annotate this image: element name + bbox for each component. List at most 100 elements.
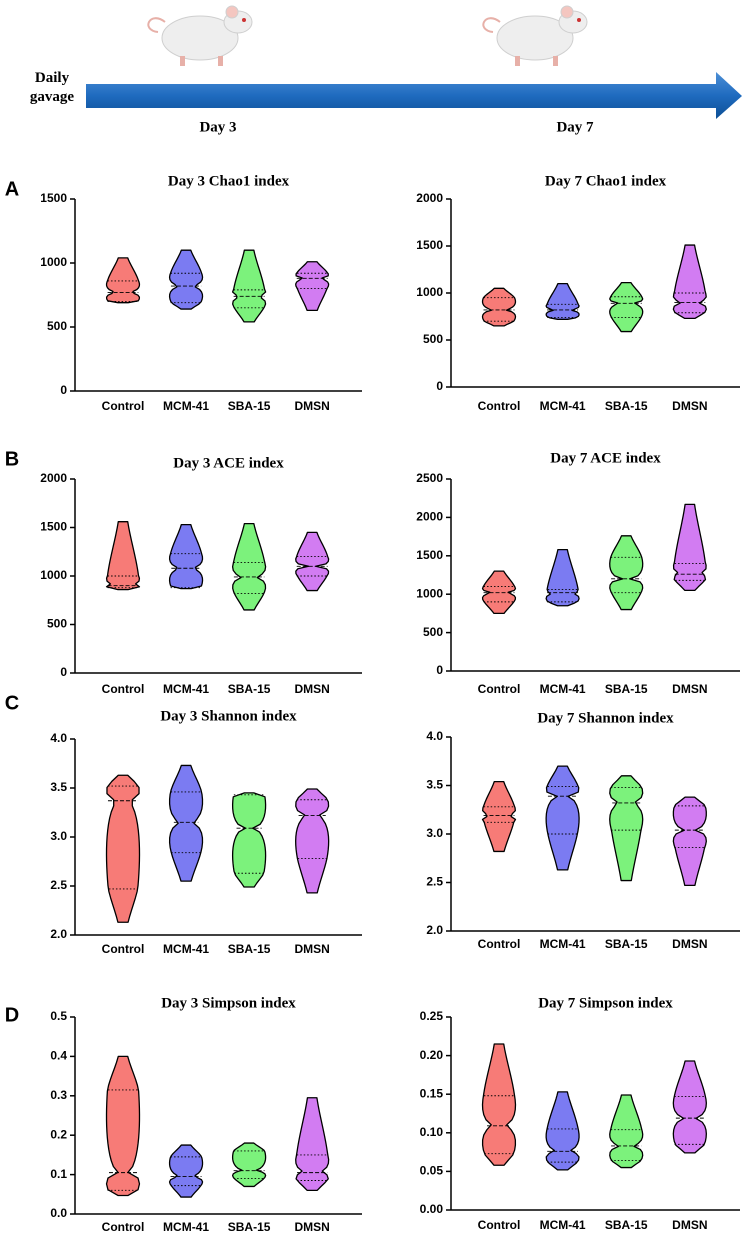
x-tick-label: Control <box>478 399 521 413</box>
violin <box>105 521 141 591</box>
x-tick-label: DMSN <box>672 1218 707 1232</box>
y-tick-label: 1000 <box>416 586 443 600</box>
y-tick-label: 1000 <box>416 285 443 299</box>
y-tick-label: 2000 <box>416 510 443 524</box>
x-tick-label: DMSN <box>294 399 329 413</box>
chart-title: Day 3 Shannon index <box>160 708 297 724</box>
violin <box>168 764 204 882</box>
y-tick-label: 2000 <box>416 191 443 205</box>
x-tick-label: Control <box>102 399 145 413</box>
chart-title: Day 7 Simpson index <box>538 995 673 1011</box>
x-tick-label: MCM-41 <box>163 682 209 696</box>
violin <box>672 1060 707 1154</box>
violin <box>481 287 517 327</box>
violin <box>168 1144 204 1198</box>
x-tick-label: SBA-15 <box>605 682 648 696</box>
violin <box>481 780 517 853</box>
violin <box>672 503 707 592</box>
y-tick-label: 2.5 <box>426 875 443 889</box>
violin <box>231 792 267 888</box>
y-tick-label: 500 <box>47 617 67 631</box>
y-tick-label: 1500 <box>40 520 67 534</box>
y-tick-label: 1000 <box>40 255 67 269</box>
violin <box>105 1055 141 1197</box>
violin <box>609 282 644 333</box>
y-tick-label: 0.00 <box>420 1202 444 1216</box>
x-tick-label: DMSN <box>672 399 707 413</box>
y-tick-label: 0.1 <box>50 1167 67 1181</box>
y-tick-label: 0.10 <box>420 1125 444 1139</box>
y-tick-label: 3.5 <box>426 778 443 792</box>
y-tick-label: 0.20 <box>420 1048 444 1062</box>
y-tick-label: 0 <box>436 663 443 677</box>
y-tick-label: 2.5 <box>50 878 67 892</box>
x-tick-label: SBA-15 <box>228 399 271 413</box>
y-tick-label: 1000 <box>40 568 67 582</box>
y-tick-label: 500 <box>423 332 443 346</box>
x-tick-label: MCM-41 <box>540 682 586 696</box>
x-tick-label: MCM-41 <box>540 1218 586 1232</box>
y-tick-label: 0.15 <box>420 1086 444 1100</box>
violin <box>295 531 330 592</box>
violin <box>295 1097 330 1192</box>
x-tick-label: MCM-41 <box>540 399 586 413</box>
y-tick-label: 4.0 <box>426 729 443 743</box>
violin <box>105 774 141 923</box>
violin <box>481 1043 517 1166</box>
panel-label: D <box>5 1004 19 1026</box>
day-label: Day 7 <box>556 119 594 135</box>
violin <box>295 788 330 894</box>
mouse-icon <box>482 5 588 66</box>
y-tick-label: 2.0 <box>426 923 443 937</box>
y-tick-label: 2.0 <box>50 927 67 941</box>
violin <box>168 523 204 590</box>
x-tick-label: SBA-15 <box>228 942 271 956</box>
x-tick-label: Control <box>478 682 521 696</box>
day-label: Day 3 <box>199 119 236 135</box>
violin <box>609 1094 644 1169</box>
timeline-arrow <box>86 72 742 119</box>
x-tick-label: MCM-41 <box>163 399 209 413</box>
x-tick-label: SBA-15 <box>228 1220 271 1234</box>
x-tick-label: SBA-15 <box>605 1218 648 1232</box>
violin <box>545 549 580 607</box>
x-tick-label: Control <box>102 682 145 696</box>
y-tick-label: 1500 <box>416 238 443 252</box>
x-tick-label: DMSN <box>672 937 707 951</box>
timeline-label: Daily gavage <box>30 70 75 105</box>
x-tick-label: Control <box>478 937 521 951</box>
x-tick-label: SBA-15 <box>228 682 271 696</box>
violin <box>231 522 267 611</box>
chart-title: Day 3 Chao1 index <box>168 173 290 189</box>
violin <box>168 249 204 310</box>
y-tick-label: 0 <box>60 665 67 679</box>
y-tick-label: 0.0 <box>50 1206 67 1220</box>
y-tick-label: 0.2 <box>50 1127 67 1141</box>
x-tick-label: MCM-41 <box>540 937 586 951</box>
y-tick-label: 0 <box>60 383 67 397</box>
mouse-icon <box>147 5 253 66</box>
chart-title: Day 3 ACE index <box>173 455 284 471</box>
panel-label: C <box>5 692 19 714</box>
violin <box>545 282 580 320</box>
violin <box>231 249 267 323</box>
y-tick-label: 2000 <box>40 471 67 485</box>
y-tick-label: 0.4 <box>50 1049 67 1063</box>
violin <box>295 261 330 312</box>
violin <box>672 796 707 887</box>
violin <box>545 1091 580 1171</box>
y-tick-label: 1500 <box>416 548 443 562</box>
y-tick-label: 4.0 <box>50 731 67 745</box>
x-tick-label: Control <box>478 1218 521 1232</box>
chart-title: Day 7 Shannon index <box>537 710 674 726</box>
violin <box>231 1142 267 1188</box>
panel-label: A <box>5 178 19 200</box>
panel-label: B <box>5 448 19 470</box>
x-tick-label: Control <box>102 1220 145 1234</box>
y-tick-label: 0 <box>436 379 443 393</box>
violin <box>545 765 580 871</box>
x-tick-label: MCM-41 <box>163 1220 209 1234</box>
violin <box>609 775 644 882</box>
y-tick-label: 1500 <box>40 191 67 205</box>
